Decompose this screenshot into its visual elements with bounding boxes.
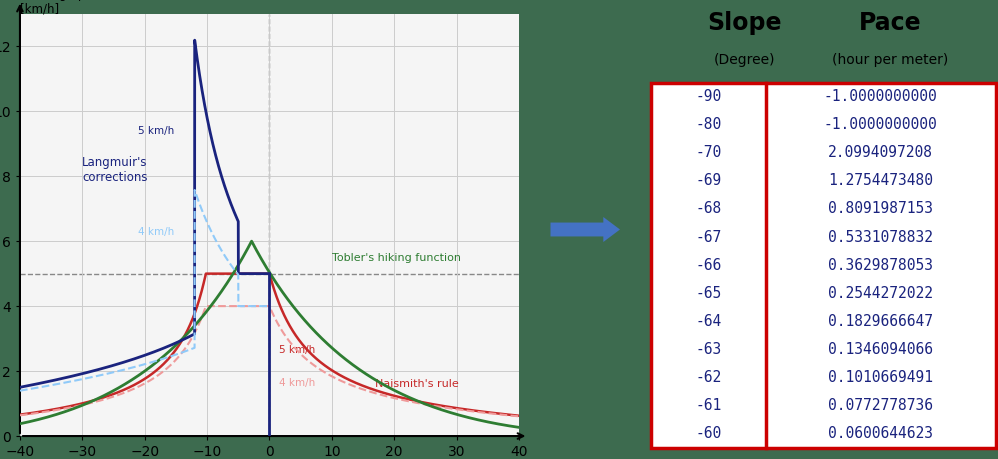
Text: -68: -68 bbox=[696, 202, 722, 217]
Text: 5 km/h: 5 km/h bbox=[139, 126, 175, 136]
Text: Slope: Slope bbox=[708, 11, 782, 35]
Text: 4 km/h: 4 km/h bbox=[139, 227, 175, 237]
Text: (Degree): (Degree) bbox=[714, 53, 775, 67]
Text: (hour per meter): (hour per meter) bbox=[832, 53, 948, 67]
Text: -67: -67 bbox=[696, 230, 722, 245]
Text: 0.5331078832: 0.5331078832 bbox=[828, 230, 933, 245]
Text: 5 km/h: 5 km/h bbox=[278, 345, 315, 355]
Text: 0.0600644623: 0.0600644623 bbox=[828, 426, 933, 441]
Text: 0.8091987153: 0.8091987153 bbox=[828, 202, 933, 217]
Text: 0.0772778736: 0.0772778736 bbox=[828, 398, 933, 413]
Text: -61: -61 bbox=[696, 398, 722, 413]
Text: -60: -60 bbox=[696, 426, 722, 441]
Text: -65: -65 bbox=[696, 285, 722, 301]
Text: -64: -64 bbox=[696, 313, 722, 329]
Text: -62: -62 bbox=[696, 370, 722, 385]
Text: -90: -90 bbox=[696, 89, 722, 104]
Text: 0.2544272022: 0.2544272022 bbox=[828, 285, 933, 301]
Text: -69: -69 bbox=[696, 174, 722, 188]
Text: 4 km/h: 4 km/h bbox=[278, 378, 315, 388]
Text: Naismith's rule: Naismith's rule bbox=[375, 379, 459, 389]
Text: Langmuir's
corrections: Langmuir's corrections bbox=[82, 156, 148, 184]
Text: Pace: Pace bbox=[859, 11, 921, 35]
Text: 1.2754473480: 1.2754473480 bbox=[828, 174, 933, 188]
Text: Tobler's hiking function: Tobler's hiking function bbox=[331, 252, 461, 263]
FancyArrowPatch shape bbox=[551, 217, 620, 242]
Text: -70: -70 bbox=[696, 146, 722, 160]
Text: -1.0000000000: -1.0000000000 bbox=[824, 89, 937, 104]
Text: -80: -80 bbox=[696, 117, 722, 132]
Text: 0.1010669491: 0.1010669491 bbox=[828, 370, 933, 385]
Text: 0.3629878053: 0.3629878053 bbox=[828, 257, 933, 273]
Text: 0.1346094066: 0.1346094066 bbox=[828, 342, 933, 357]
Text: -1.0000000000: -1.0000000000 bbox=[824, 117, 937, 132]
Text: -66: -66 bbox=[696, 257, 722, 273]
Text: 0.1829666647: 0.1829666647 bbox=[828, 313, 933, 329]
Text: Walking Speed
[km/h]: Walking Speed [km/h] bbox=[20, 0, 108, 16]
Text: 2.0994097208: 2.0994097208 bbox=[828, 146, 933, 160]
Bar bbox=[651, 83, 996, 448]
Text: -63: -63 bbox=[696, 342, 722, 357]
